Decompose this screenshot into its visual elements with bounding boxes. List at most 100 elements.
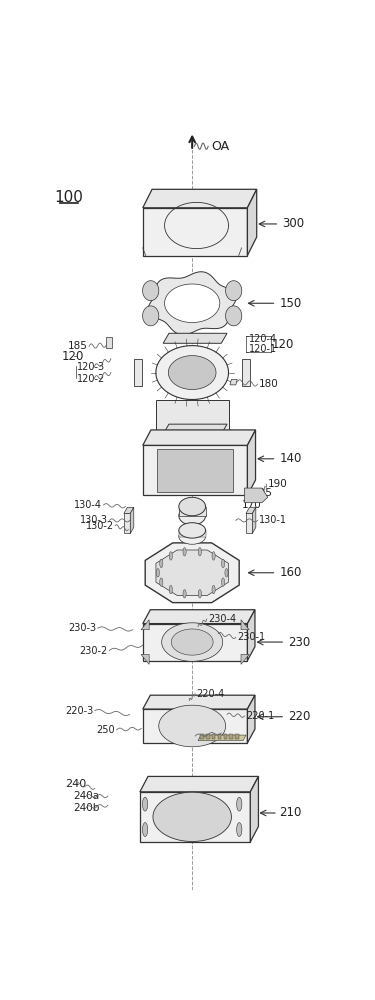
Polygon shape <box>244 488 268 503</box>
Text: 130-3: 130-3 <box>80 515 108 525</box>
Polygon shape <box>168 356 216 389</box>
Polygon shape <box>156 346 228 400</box>
Text: 120: 120 <box>272 338 294 351</box>
Circle shape <box>222 559 225 568</box>
Polygon shape <box>141 620 149 630</box>
Polygon shape <box>248 189 257 256</box>
Polygon shape <box>163 333 227 343</box>
Circle shape <box>212 552 215 560</box>
Polygon shape <box>143 610 255 624</box>
Circle shape <box>169 585 172 594</box>
Text: 100: 100 <box>54 190 83 205</box>
Polygon shape <box>142 281 159 301</box>
Polygon shape <box>153 792 231 841</box>
Circle shape <box>198 548 201 556</box>
Text: 130-4: 130-4 <box>74 500 102 510</box>
Polygon shape <box>143 430 255 445</box>
Polygon shape <box>226 306 242 326</box>
Text: 185: 185 <box>68 341 87 351</box>
Text: 190: 190 <box>268 479 288 489</box>
Polygon shape <box>241 620 249 630</box>
Text: 180: 180 <box>259 379 279 389</box>
Bar <box>218 734 221 739</box>
Polygon shape <box>156 400 228 434</box>
Text: 230-1: 230-1 <box>237 632 266 642</box>
Text: 240a: 240a <box>74 791 100 801</box>
Polygon shape <box>163 424 227 434</box>
Polygon shape <box>179 507 206 516</box>
Polygon shape <box>143 624 248 661</box>
Polygon shape <box>248 695 255 743</box>
Text: 230: 230 <box>288 636 310 649</box>
Text: 170: 170 <box>242 500 261 510</box>
Polygon shape <box>156 550 228 596</box>
Polygon shape <box>124 507 134 513</box>
Text: 220-2: 220-2 <box>196 731 225 741</box>
Polygon shape <box>134 359 142 386</box>
Polygon shape <box>141 654 149 664</box>
Circle shape <box>156 569 159 577</box>
Polygon shape <box>140 792 250 842</box>
Bar <box>212 734 215 739</box>
Bar <box>206 734 210 739</box>
Polygon shape <box>242 359 250 386</box>
Text: 220: 220 <box>288 710 310 723</box>
Text: 220-4: 220-4 <box>196 689 225 699</box>
Polygon shape <box>162 623 223 661</box>
Text: 230-3: 230-3 <box>68 623 96 633</box>
Circle shape <box>225 569 228 577</box>
Circle shape <box>237 823 242 836</box>
Polygon shape <box>142 306 159 326</box>
Text: 220-3: 220-3 <box>65 706 93 716</box>
Ellipse shape <box>179 523 206 538</box>
Polygon shape <box>130 507 134 533</box>
Text: 240b: 240b <box>74 803 100 813</box>
Text: 230-4: 230-4 <box>208 614 236 624</box>
Polygon shape <box>124 513 130 533</box>
Bar <box>230 734 233 739</box>
Polygon shape <box>246 507 256 513</box>
Text: 160: 160 <box>279 566 302 579</box>
Polygon shape <box>143 695 255 709</box>
Text: 120: 120 <box>62 350 84 363</box>
Polygon shape <box>159 705 226 747</box>
Polygon shape <box>252 507 256 533</box>
Polygon shape <box>140 776 258 792</box>
Polygon shape <box>251 776 258 842</box>
Circle shape <box>142 797 148 811</box>
Polygon shape <box>179 530 206 537</box>
Ellipse shape <box>179 497 206 516</box>
Text: 195: 195 <box>253 488 273 498</box>
Polygon shape <box>241 654 249 664</box>
Text: 300: 300 <box>282 217 304 230</box>
Circle shape <box>183 590 186 598</box>
Polygon shape <box>157 449 234 492</box>
Polygon shape <box>248 430 255 495</box>
Polygon shape <box>226 281 242 301</box>
Text: 230-2: 230-2 <box>80 646 108 656</box>
Circle shape <box>237 797 242 811</box>
Bar <box>224 734 227 739</box>
Bar <box>235 734 239 739</box>
Text: 250: 250 <box>96 725 115 735</box>
Circle shape <box>222 578 225 586</box>
Circle shape <box>142 823 148 836</box>
Text: 130-1: 130-1 <box>259 515 287 525</box>
Polygon shape <box>148 272 236 335</box>
Circle shape <box>212 585 215 594</box>
Polygon shape <box>230 379 237 385</box>
Text: 140: 140 <box>279 452 302 465</box>
Circle shape <box>169 552 172 560</box>
Bar <box>106 337 112 348</box>
Text: 130-2: 130-2 <box>86 521 114 531</box>
Polygon shape <box>143 208 248 256</box>
Text: OA: OA <box>211 140 229 153</box>
Ellipse shape <box>179 529 206 544</box>
Polygon shape <box>198 735 246 741</box>
Text: 220-1: 220-1 <box>246 711 274 721</box>
Polygon shape <box>171 629 213 655</box>
Text: 240: 240 <box>65 779 86 789</box>
Circle shape <box>160 559 163 568</box>
Text: 210: 210 <box>279 806 302 820</box>
Text: 120-3: 120-3 <box>77 362 105 372</box>
